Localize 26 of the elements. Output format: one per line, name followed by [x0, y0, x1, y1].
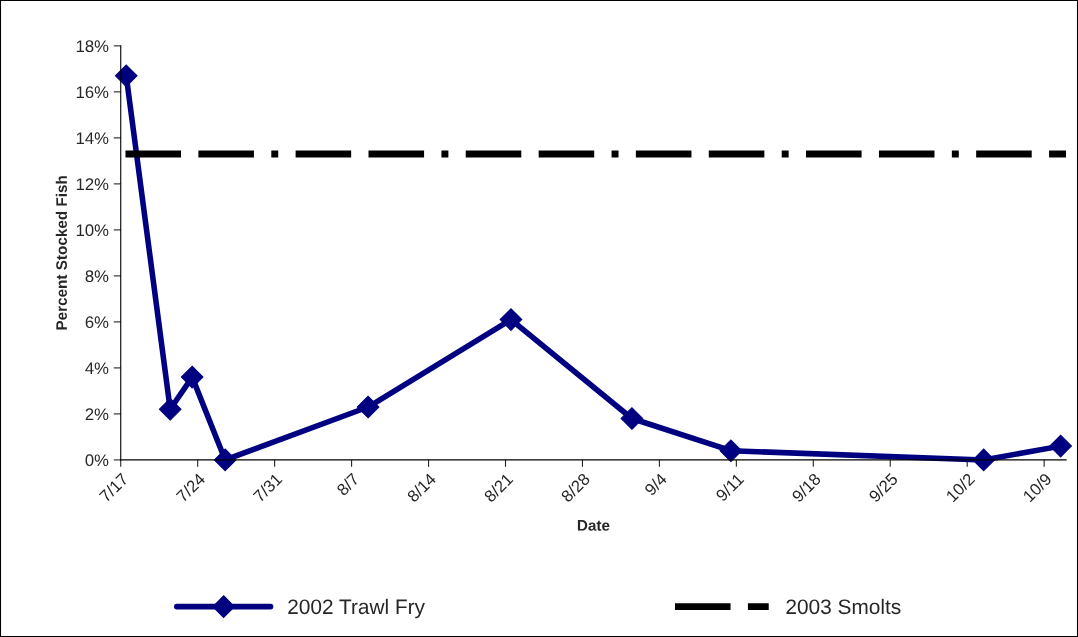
y-tick-label: 2% — [85, 408, 109, 421]
y-tick-label: 4% — [85, 362, 109, 375]
legend-label: 2003 Smolts — [786, 598, 901, 615]
x-tick-label: 8/28 — [560, 472, 591, 503]
y-axis-title: Percent Stocked Fish — [55, 176, 67, 330]
x-tick-label: 8/14 — [406, 472, 437, 503]
y-tick-label: 0% — [85, 454, 109, 467]
legend-label: 2002 Trawl Fry — [288, 598, 425, 619]
x-tick-label: 9/18 — [790, 472, 822, 503]
x-tick-label: 9/4 — [643, 472, 668, 497]
y-tick-label: 10% — [76, 224, 109, 237]
y-tick-label: 12% — [76, 178, 109, 191]
x-tick-label: 7/31 — [252, 472, 283, 503]
x-axis-title: Date — [577, 520, 610, 531]
y-tick-label: 6% — [85, 316, 109, 329]
y-tick-label: 14% — [76, 132, 109, 145]
x-tick-label: 8/7 — [335, 472, 360, 497]
x-tick-label: 10/2 — [945, 472, 976, 503]
x-tick-label: 10/9 — [1022, 472, 1053, 503]
x-tick-label: 7/17 — [98, 472, 129, 503]
y-tick-label: 18% — [76, 40, 109, 53]
x-tick-label: 7/24 — [175, 472, 206, 503]
x-tick-label: 9/11 — [714, 472, 745, 502]
x-tick-label: 8/21 — [483, 472, 514, 503]
y-tick-label: 16% — [76, 86, 109, 99]
y-tick-label: 8% — [85, 270, 109, 283]
